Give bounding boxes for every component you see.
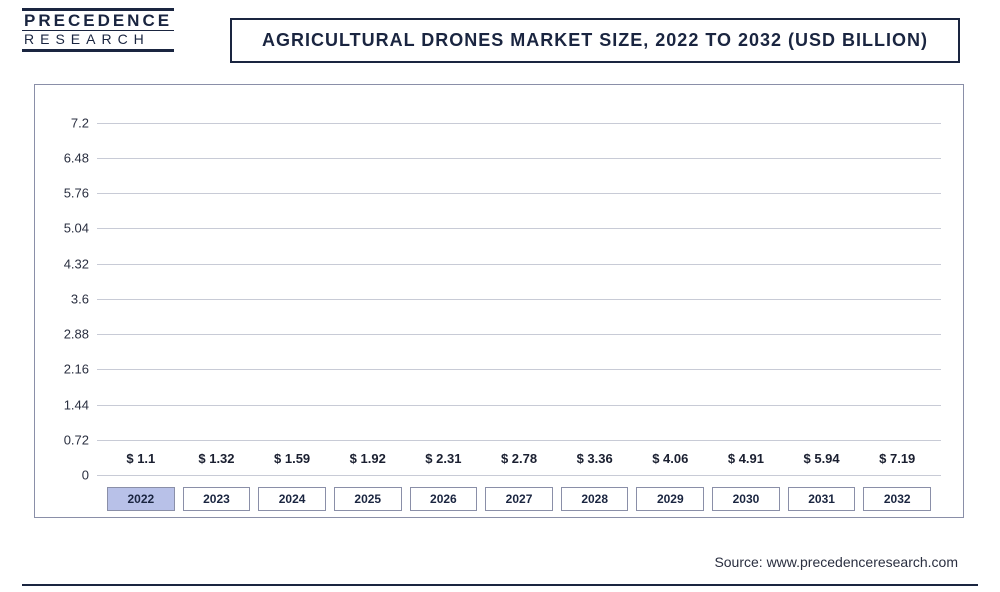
gridline bbox=[97, 123, 941, 124]
gridline bbox=[97, 299, 941, 300]
x-axis: 2022 2023 2024 2025 2026 2027 2028 2029 2030 2031… bbox=[97, 487, 941, 511]
gridline bbox=[97, 405, 941, 406]
x-tick-label: 2025 bbox=[334, 487, 402, 511]
y-tick-label: 7.2 bbox=[49, 115, 89, 130]
y-tick-label: 5.04 bbox=[49, 221, 89, 236]
bar-value-label: $ 3.36 bbox=[577, 451, 613, 466]
footer-rule bbox=[22, 584, 978, 586]
y-tick-label: 0 bbox=[49, 468, 89, 483]
x-tick-label: 2027 bbox=[485, 487, 553, 511]
chart-title-box: AGRICULTURAL DRONES MARKET SIZE, 2022 TO… bbox=[230, 18, 960, 63]
plot-region: $ 1.1 $ 1.32 $ 1.59 $ 1.92 $ 2.31 $ 2.78 $ 3.3… bbox=[97, 103, 941, 475]
y-tick-label: 6.48 bbox=[49, 150, 89, 165]
logo-line-1: PRECEDENCE bbox=[22, 8, 174, 31]
bar-value-label: $ 4.06 bbox=[652, 451, 688, 466]
chart-area: $ 1.1 $ 1.32 $ 1.59 $ 1.92 $ 2.31 $ 2.78 $ 3.3… bbox=[34, 84, 964, 518]
x-tick-label: 2028 bbox=[561, 487, 629, 511]
logo-line-2: RESEARCH bbox=[22, 31, 174, 52]
gridline bbox=[97, 158, 941, 159]
y-tick-label: 3.6 bbox=[49, 291, 89, 306]
bar-value-label: $ 1.1 bbox=[126, 451, 155, 466]
x-tick-label: 2024 bbox=[258, 487, 326, 511]
bar-value-label: $ 4.91 bbox=[728, 451, 764, 466]
y-tick-label: 4.32 bbox=[49, 256, 89, 271]
chart-title: AGRICULTURAL DRONES MARKET SIZE, 2022 TO… bbox=[262, 30, 928, 50]
gridline bbox=[97, 334, 941, 335]
x-tick-label: 2029 bbox=[636, 487, 704, 511]
x-tick-label: 2022 bbox=[107, 487, 175, 511]
chart-container: PRECEDENCE RESEARCH AGRICULTURAL DRONES … bbox=[0, 0, 1000, 592]
x-tick-label: 2031 bbox=[788, 487, 856, 511]
bar-value-label: $ 7.19 bbox=[879, 451, 915, 466]
y-tick-label: 2.16 bbox=[49, 362, 89, 377]
x-tick-label: 2023 bbox=[183, 487, 251, 511]
x-tick-label: 2030 bbox=[712, 487, 780, 511]
gridline bbox=[97, 264, 941, 265]
y-tick-label: 5.76 bbox=[49, 186, 89, 201]
gridline bbox=[97, 440, 941, 441]
bar-value-label: $ 5.94 bbox=[804, 451, 840, 466]
bar-value-label: $ 1.59 bbox=[274, 451, 310, 466]
brand-logo: PRECEDENCE RESEARCH bbox=[22, 8, 174, 52]
y-tick-label: 0.72 bbox=[49, 432, 89, 447]
bar-value-label: $ 2.78 bbox=[501, 451, 537, 466]
x-tick-label: 2032 bbox=[863, 487, 931, 511]
bar-value-label: $ 1.92 bbox=[350, 451, 386, 466]
gridline bbox=[97, 475, 941, 476]
y-tick-label: 1.44 bbox=[49, 397, 89, 412]
gridline bbox=[97, 228, 941, 229]
gridline bbox=[97, 369, 941, 370]
source-attribution: Source: www.precedenceresearch.com bbox=[714, 554, 958, 570]
bar-value-label: $ 2.31 bbox=[425, 451, 461, 466]
x-tick-label: 2026 bbox=[410, 487, 478, 511]
bar-value-label: $ 1.32 bbox=[198, 451, 234, 466]
gridline bbox=[97, 193, 941, 194]
y-tick-label: 2.88 bbox=[49, 327, 89, 342]
